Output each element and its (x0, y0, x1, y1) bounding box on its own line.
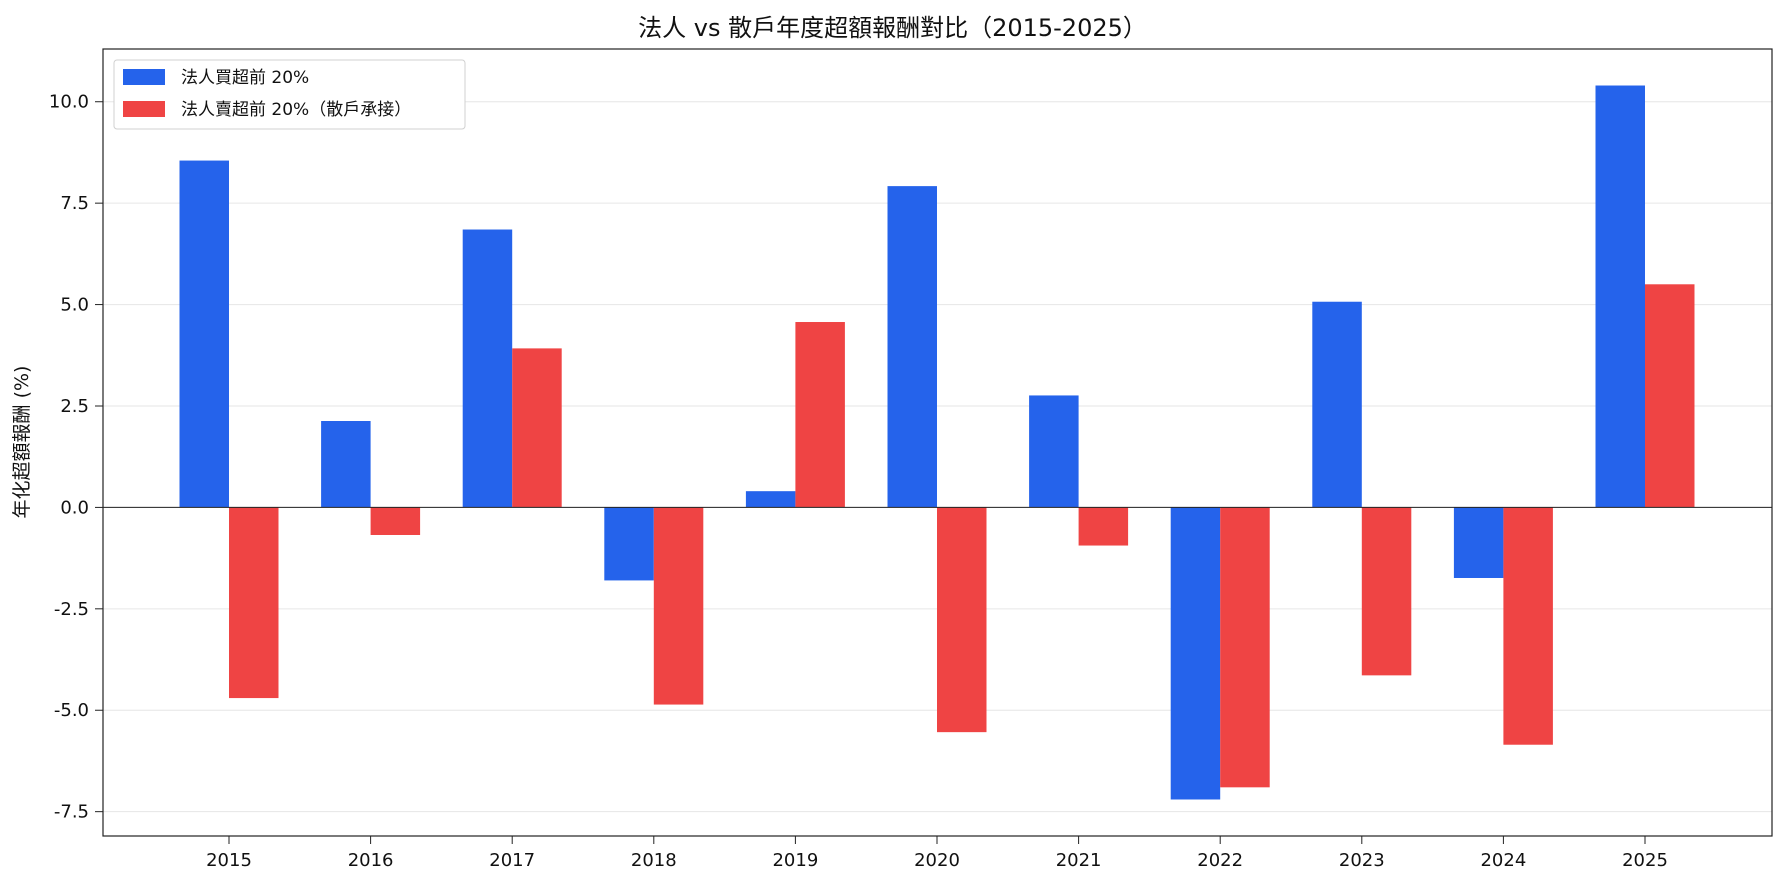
bar-sell-2020 (937, 507, 987, 733)
legend-swatch-institutional-sell (123, 101, 165, 117)
bar-buy-2020 (887, 186, 937, 508)
bar-buy-2018 (604, 507, 654, 581)
y-tick-label-1: -5.0 (54, 700, 89, 721)
bar-sell-2023 (1361, 507, 1412, 676)
bar-sell-2015 (229, 507, 279, 699)
bar-sell-2024 (1503, 507, 1553, 745)
x-tick-label-2015: 2015 (206, 850, 252, 871)
bar-buy-2016 (321, 420, 371, 508)
bar-buy-2023 (1312, 301, 1362, 508)
x-tick-label-2023: 2023 (1339, 850, 1385, 871)
x-tick-label-2018: 2018 (631, 850, 677, 871)
bar-buy-2022 (1170, 507, 1221, 800)
y-tick-label-2: -2.5 (54, 599, 89, 620)
bar-buy-2017 (462, 229, 513, 508)
bar-sell-2016 (370, 507, 421, 535)
y-tick-label-3: 0.0 (60, 497, 89, 518)
bar-sell-2018 (653, 507, 704, 705)
bar-buy-2019 (745, 491, 796, 508)
bar-buy-2025 (1595, 85, 1645, 508)
x-tick-label-2024: 2024 (1480, 850, 1526, 871)
legend: 法人買超前 20% 法人賣超前 20%（散戶承接） (113, 59, 466, 130)
bar-buy-2021 (1029, 395, 1079, 508)
x-tick-label-2025: 2025 (1622, 850, 1668, 871)
bar-buy-2024 (1453, 507, 1504, 578)
legend-swatch-institutional-buy (123, 69, 165, 85)
legend-label-institutional-sell: 法人賣超前 20%（散戶承接） (181, 100, 411, 120)
axes-layer: -7.5 -5.0 -2.5 0.0 2.5 5.0 7.5 10.0 2015 2016 2017… (49, 92, 1668, 871)
legend-label-institutional-buy: 法人買超前 20% (181, 68, 309, 88)
x-tick-label-2017: 2017 (489, 850, 535, 871)
y-tick-label-4: 2.5 (60, 396, 89, 417)
bar-sell-2025 (1645, 284, 1695, 508)
x-tick-label-2020: 2020 (914, 850, 960, 871)
x-tick-label-2019: 2019 (772, 850, 818, 871)
y-tick-label-6: 7.5 (60, 193, 89, 214)
y-axis-label: 年化超額報酬 (%) (11, 366, 33, 519)
bar-sell-2021 (1078, 507, 1129, 546)
bar-buy-2015 (179, 160, 229, 508)
x-tick-label-2016: 2016 (348, 850, 394, 871)
chart-title: 法人 vs 散戶年度超額報酬對比（2015-2025） (638, 14, 1147, 42)
y-tick-label-7: 10.0 (49, 92, 89, 113)
bars-layer (179, 85, 1695, 800)
x-tick-label-2021: 2021 (1056, 850, 1102, 871)
legend-box (113, 59, 466, 130)
x-tick-label-2022: 2022 (1197, 850, 1243, 871)
bar-sell-2019 (795, 322, 845, 508)
bar-sell-2022 (1220, 507, 1270, 788)
y-tick-label-0: -7.5 (54, 802, 89, 823)
bar-sell-2017 (512, 348, 562, 508)
y-tick-label-5: 5.0 (60, 295, 89, 316)
